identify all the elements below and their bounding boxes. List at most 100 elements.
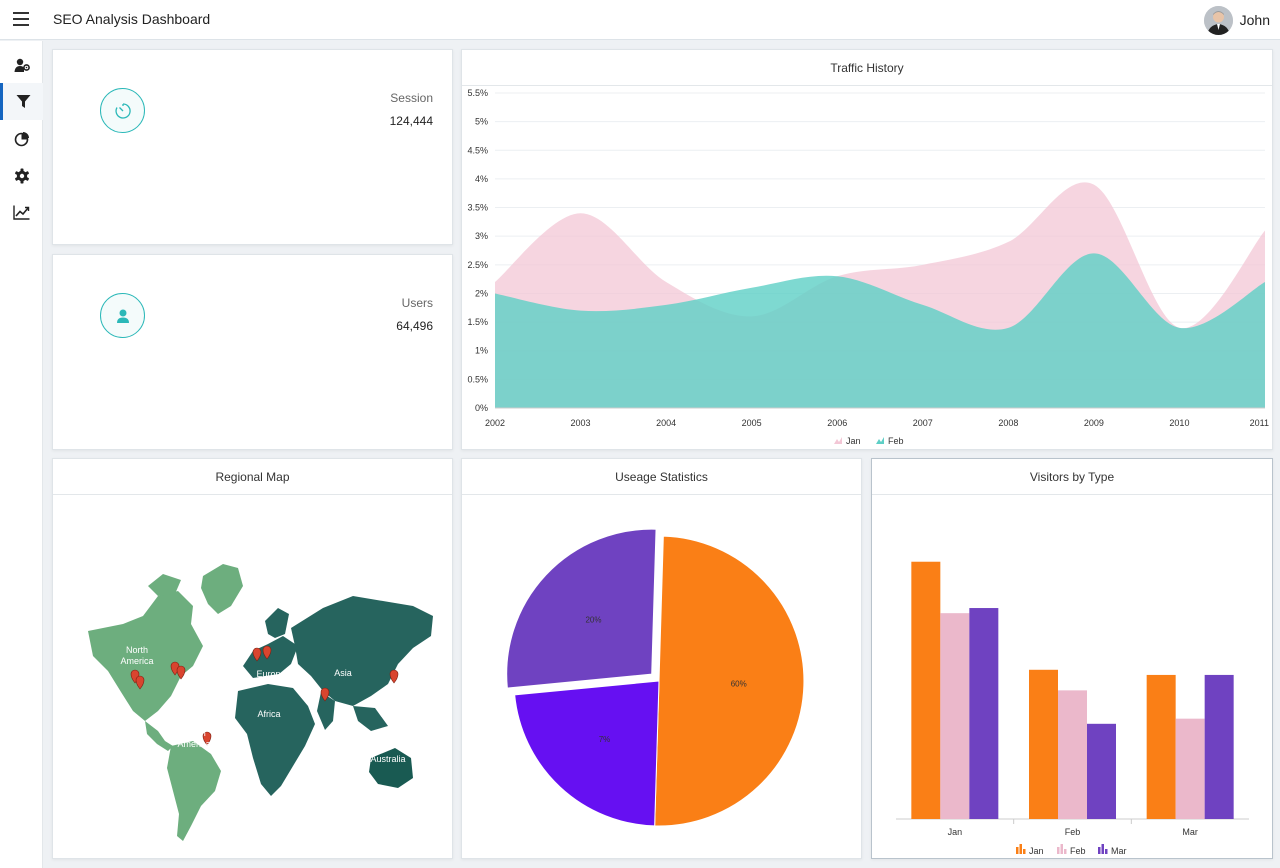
usage-pie-chart: 60% 7% 20% — [506, 528, 805, 827]
bar-mar-mar — [1204, 674, 1234, 819]
legend-swatch — [1057, 847, 1060, 854]
sidebar-item-users[interactable] — [0, 46, 43, 83]
x-tick-label: 2007 — [913, 418, 933, 428]
app-title: SEO Analysis Dashboard — [53, 11, 211, 27]
map-marker — [320, 687, 330, 702]
visitors-by-type-card: Visitors by Type Jan Feb Mar Jan Feb Mar — [871, 458, 1273, 859]
session-card: Session 124,444 — [52, 49, 453, 245]
bar-feb-jan — [1029, 669, 1058, 819]
x-tick-label: 2011 — [1250, 418, 1269, 428]
visitors-bar-chart: Jan Feb Mar Jan Feb Mar — [896, 561, 1249, 856]
x-tick-label: 2004 — [656, 418, 676, 428]
map-marker — [252, 647, 262, 662]
bar-mar-jan — [1146, 674, 1176, 819]
bar-jan-jan — [911, 561, 941, 819]
legend-swatch — [1098, 847, 1101, 854]
users-value: 64,496 — [396, 319, 433, 333]
world-map: North America Europe Africa Asia South Ame… — [88, 564, 433, 841]
greenland-shape — [201, 564, 243, 614]
hamburger-menu-icon[interactable] — [13, 12, 29, 26]
x-tick-label: 2010 — [1169, 418, 1189, 428]
sidebar-item-reports[interactable] — [0, 194, 43, 231]
y-tick-label: 3.5% — [467, 203, 488, 213]
bar-jan-mar — [969, 608, 999, 819]
map-label-africa: Africa — [257, 709, 280, 719]
map-label-asia: Asia — [334, 668, 352, 678]
y-tick-label: 0.5% — [467, 374, 488, 384]
y-tick-label: 5.5% — [467, 88, 488, 98]
sidebar-item-settings[interactable] — [0, 157, 43, 194]
legend-item-jan: Jan — [1016, 844, 1044, 856]
area-series-feb — [495, 253, 1265, 408]
avatar — [1203, 5, 1233, 35]
traffic-history-card: Traffic History 0% 0.5% 1% 1.5% 2% 2.5% 3% 3.5%… — [461, 49, 1273, 450]
x-tick-label: 2009 — [1084, 418, 1104, 428]
visitors-by-type-title: Visitors by Type — [872, 459, 1272, 495]
legend-swatch — [876, 437, 884, 444]
legend-item-feb: Feb — [1057, 844, 1086, 856]
session-stat-icon — [100, 88, 145, 133]
session-value: 124,444 — [389, 114, 433, 128]
y-tick-label: 5% — [475, 117, 488, 127]
users-stat-icon — [100, 293, 145, 338]
southeast-asia-shape — [353, 706, 388, 731]
y-tick-label: 3% — [475, 231, 488, 241]
scandinavia-shape — [265, 608, 289, 638]
map-marker — [202, 731, 212, 746]
traffic-history-title: Traffic History — [462, 50, 1272, 86]
bar-feb-feb — [1058, 690, 1087, 819]
y-tick-label: 4% — [475, 174, 488, 184]
user-menu[interactable]: John — [1203, 5, 1270, 35]
pie-slice-label: 20% — [585, 616, 601, 625]
legend-label: Mar — [1111, 846, 1127, 856]
pie-slice — [506, 528, 657, 689]
top-bar: SEO Analysis Dashboard John — [0, 0, 1280, 40]
users-card: Users 64,496 — [52, 254, 453, 450]
y-tick-label: 0% — [475, 403, 488, 413]
legend-label: Feb — [1070, 846, 1086, 856]
map-label-australia: Australia — [370, 754, 405, 764]
europe-shape — [243, 636, 298, 678]
sidebar — [0, 41, 43, 868]
legend-item-jan: Jan — [834, 436, 861, 446]
x-tick-label: 2005 — [742, 418, 762, 428]
north-america-shape — [88, 591, 203, 721]
x-tick-label: Mar — [1182, 827, 1198, 837]
map-label-north-america: North America — [120, 645, 153, 666]
legend-label: Jan — [1029, 846, 1044, 856]
y-tick-label: 1.5% — [467, 317, 488, 327]
south-america-shape — [167, 741, 221, 841]
y-tick-label: 1% — [475, 346, 488, 356]
india-shape — [317, 692, 335, 730]
y-tick-label: 2% — [475, 288, 488, 298]
map-marker — [135, 675, 145, 690]
bar-mar-feb — [1175, 718, 1205, 819]
map-marker — [176, 665, 186, 680]
x-tick-label: 2006 — [827, 418, 847, 428]
map-label-south-america: South America — [177, 728, 210, 749]
user-icon — [116, 309, 129, 323]
legend-swatch — [834, 437, 842, 444]
x-tick-label: 2008 — [998, 418, 1018, 428]
x-tick-label: Feb — [1065, 827, 1081, 837]
usage-statistics-title: Useage Statistics — [462, 459, 861, 495]
sidebar-item-statistics[interactable] — [0, 120, 43, 157]
legend-item-feb: Feb — [876, 436, 904, 446]
session-label: Session — [390, 91, 433, 105]
canada-islands-shape — [148, 574, 181, 596]
user-name: John — [1239, 12, 1270, 28]
map-marker — [389, 669, 399, 684]
x-tick-label: Jan — [948, 827, 963, 837]
filter-icon — [16, 95, 30, 108]
legend-swatch — [1016, 847, 1019, 854]
users-label: Users — [401, 296, 433, 310]
legend-item-mar: Mar — [1098, 844, 1127, 856]
sidebar-item-filter[interactable] — [0, 83, 43, 120]
gear-icon — [14, 168, 29, 183]
asia-shape — [291, 596, 433, 706]
pie-chart-icon — [14, 131, 29, 146]
pie-slice-label: 7% — [599, 735, 611, 744]
x-tick-label: 2002 — [485, 418, 505, 428]
y-tick-label: 2.5% — [467, 260, 488, 270]
pie-slice — [514, 680, 660, 827]
